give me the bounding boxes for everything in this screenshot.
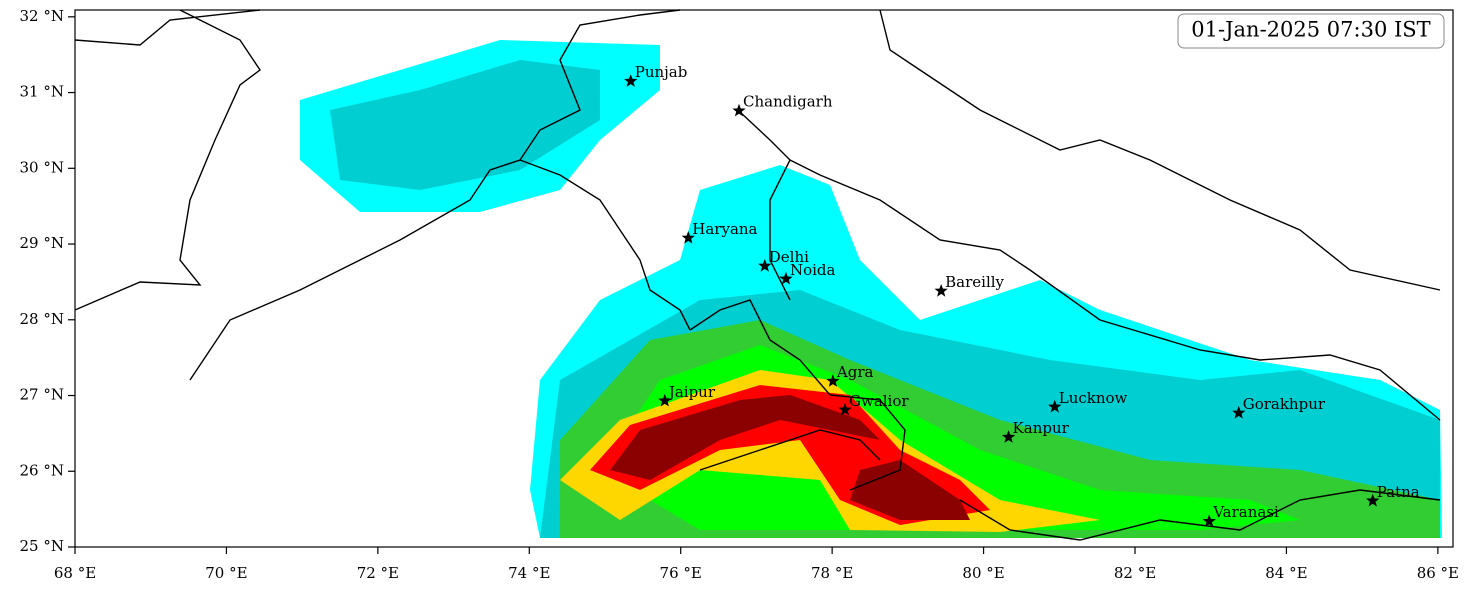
x-tick-label: 78 °E	[811, 564, 853, 582]
border	[959, 489, 1441, 541]
city-marker	[1366, 493, 1380, 507]
city-label: Chandigarh	[743, 93, 833, 111]
y-tick-label: 32 °N	[20, 7, 64, 25]
city-label: Haryana	[692, 220, 757, 238]
y-tick-label: 29 °N	[20, 234, 64, 252]
x-tick-label: 76 °E	[660, 564, 702, 582]
y-tick-label: 27 °N	[20, 386, 64, 404]
shade-darkred	[610, 395, 880, 480]
y-tick-label: 28 °N	[20, 310, 64, 328]
city-marker	[624, 74, 638, 87]
city-label: Patna	[1377, 483, 1420, 501]
timestamp: 01-Jan-2025 07:30 IST	[1191, 18, 1430, 42]
city-label: Jaipur	[667, 383, 716, 401]
border	[74, 9, 261, 46]
city-label: Agra	[836, 363, 874, 381]
city-marker	[826, 374, 840, 387]
border	[789, 159, 1441, 421]
city-marker	[838, 402, 852, 416]
city-marker	[1048, 399, 1062, 413]
border	[74, 9, 261, 311]
border	[739, 111, 791, 301]
city-label: Bareilly	[945, 273, 1004, 291]
y-tick-label: 31 °N	[20, 83, 64, 101]
y-tick-label: 30 °N	[20, 158, 64, 176]
shade-darkred	[850, 460, 970, 520]
time-box	[1177, 13, 1445, 49]
city-label: Punjab	[635, 63, 688, 81]
borders	[74, 9, 1441, 541]
x-tick-label: 74 °E	[508, 564, 550, 582]
border	[879, 9, 1441, 291]
x-tick-label: 72 °E	[357, 564, 399, 582]
city-marker	[658, 393, 672, 407]
precip-shading	[300, 40, 1442, 538]
city-marker	[1202, 514, 1216, 527]
x-tick-label: 82 °E	[1114, 564, 1156, 582]
city-label: Gorakhpur	[1243, 395, 1326, 413]
border	[699, 429, 881, 471]
shade-teal	[330, 60, 600, 190]
plot-frame	[74, 9, 1454, 548]
city-marker	[732, 103, 746, 117]
city-label: Delhi	[769, 248, 809, 266]
x-tick-label: 70 °E	[205, 564, 247, 582]
city-marker	[681, 231, 695, 244]
city-marker	[1001, 430, 1016, 443]
city-marker	[1232, 405, 1246, 419]
y-tick-label: 25 °N	[20, 537, 64, 555]
border	[519, 159, 691, 331]
x-tick-label: 84 °E	[1265, 564, 1307, 582]
y-tick-label: 26 °N	[20, 461, 64, 479]
border	[689, 299, 906, 491]
city-label: Gwalior	[849, 392, 909, 410]
city-marker	[758, 259, 772, 272]
city-label: Varanasi	[1212, 503, 1279, 521]
city-marker	[934, 284, 948, 297]
x-tick-label: 86 °E	[1417, 564, 1459, 582]
city-label: Noida	[790, 261, 836, 279]
x-tick-label: 80 °E	[962, 564, 1004, 582]
city-marker	[779, 271, 793, 285]
x-tick-label: 68 °E	[54, 564, 96, 582]
city-label: Kanpur	[1013, 419, 1070, 437]
city-label: Lucknow	[1059, 389, 1128, 407]
